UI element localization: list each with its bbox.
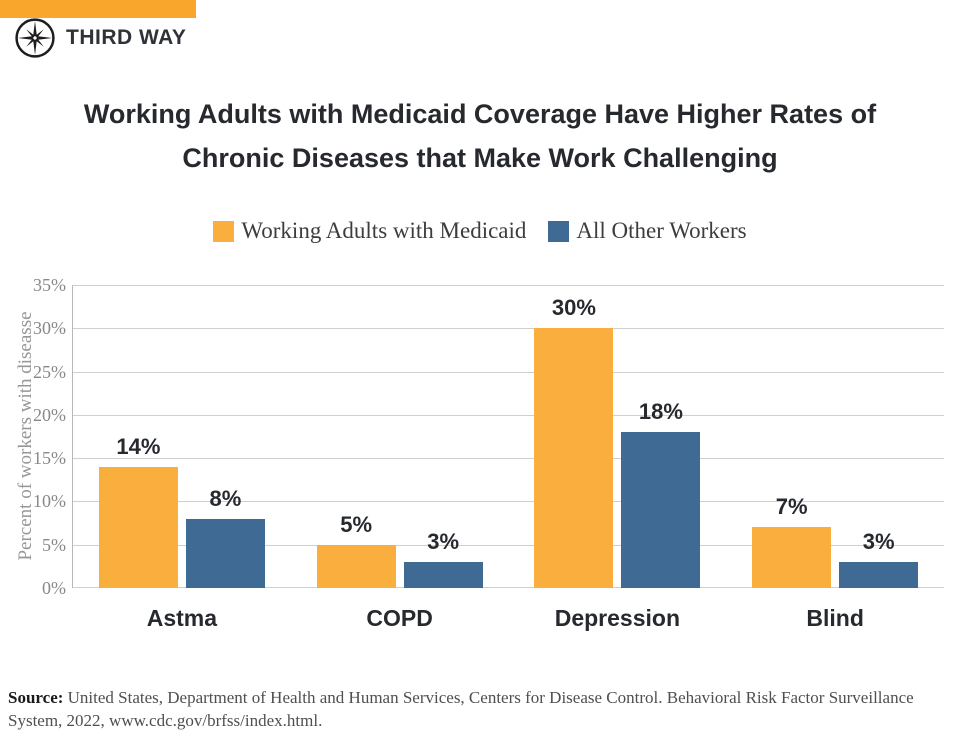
plot-area: 14% 5% 30% 7% 8% 3% 18% 3% Astma COPD Depression Bl…	[72, 285, 944, 631]
bar-all-other-workers-copd	[403, 562, 483, 588]
compass-icon	[14, 17, 56, 59]
y-axis-tick-label: 20%	[33, 404, 66, 425]
y-axis-tick-label: 5%	[42, 534, 66, 555]
legend-label-medicaid: Working Adults with Medicaid	[241, 218, 527, 243]
legend-swatch-medicaid	[213, 220, 235, 242]
gridline	[73, 587, 944, 588]
bar-all-other-workers-blind	[839, 562, 919, 588]
source-text: United States, Department of Health and …	[8, 688, 914, 730]
gridline	[73, 328, 944, 330]
legend-swatch-other-workers	[548, 220, 570, 242]
brand-name: THIRD WAY	[66, 26, 187, 49]
bar-value-label: 7%	[775, 494, 808, 520]
source-note: Source: United States, Department of Hea…	[8, 686, 944, 732]
bar-value-label: 3%	[427, 529, 460, 555]
legend-label-other-workers: All Other Workers	[576, 218, 747, 243]
gridline	[73, 371, 944, 373]
legend-item-other-workers: All Other Workers	[548, 218, 747, 244]
gridline	[73, 501, 944, 503]
legend: Working Adults with Medicaid All Other W…	[0, 218, 960, 244]
bar-chart: Percent of workers with diseasse 14% 5% 30…	[0, 248, 960, 648]
y-axis-tick-label: 35%	[33, 275, 66, 295]
logo: THIRD WAY	[14, 17, 186, 59]
chart-title: Working Adults with Medicaid Coverage Ha…	[0, 92, 960, 180]
bar-working-adults-with-medicaid-depression	[534, 328, 614, 588]
gridline	[73, 285, 944, 286]
brand-accent-bar	[0, 0, 196, 18]
bar-value-label: 3%	[862, 529, 895, 555]
y-axis-tick-label: 0%	[42, 578, 66, 598]
bar-all-other-workers-depression	[621, 432, 701, 588]
chart-title-line1: Working Adults with Medicaid Coverage Ha…	[83, 99, 877, 129]
x-axis-label-depression: Depression	[554, 605, 680, 631]
x-axis-label-astma: Astma	[146, 605, 218, 631]
bar-value-label: 18%	[638, 399, 683, 425]
bar-working-adults-with-medicaid-astma	[98, 466, 178, 588]
gridline	[73, 544, 944, 546]
y-axis-tick-label: 30%	[33, 318, 66, 339]
bar-value-label: 14%	[116, 433, 161, 459]
bar-all-other-workers-astma	[185, 518, 265, 588]
y-axis-tick-label: 25%	[33, 361, 66, 382]
bar-value-label: 30%	[551, 295, 596, 321]
gridline	[73, 414, 944, 416]
bar-working-adults-with-medicaid-copd	[316, 544, 396, 588]
x-axis-label-copd: COPD	[366, 605, 433, 631]
y-axis-tick-label: 15%	[33, 448, 66, 469]
y-axis-tick-label: 10%	[33, 491, 66, 512]
bar-working-adults-with-medicaid-blind	[752, 527, 832, 588]
legend-item-medicaid: Working Adults with Medicaid	[213, 218, 526, 244]
x-axis-label-blind: Blind	[806, 605, 864, 631]
y-axis-title: Percent of workers with diseasse	[15, 311, 36, 561]
bar-value-label: 8%	[209, 485, 242, 511]
source-label: Source:	[8, 688, 64, 707]
chart-title-line2: Chronic Diseases that Make Work Challeng…	[182, 143, 778, 173]
bar-value-label: 5%	[340, 511, 373, 537]
gridline	[73, 458, 944, 460]
